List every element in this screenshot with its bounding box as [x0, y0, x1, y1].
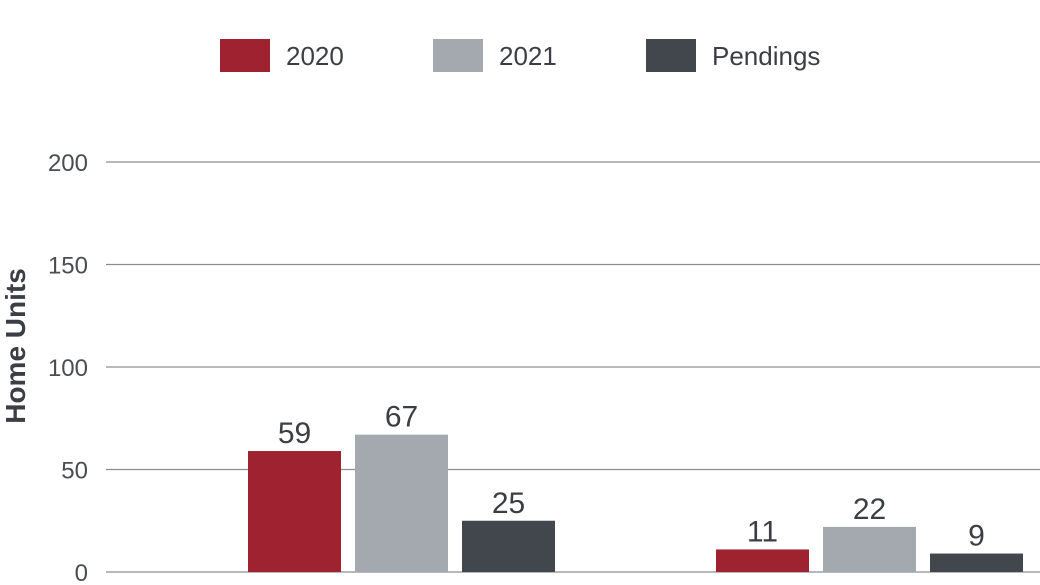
data-label: 59: [278, 417, 311, 450]
legend-label: Pendings: [712, 41, 820, 71]
legend-label: 2020: [286, 41, 344, 71]
y-tick-label: 200: [48, 150, 88, 177]
bar: [823, 526, 916, 572]
data-label: 22: [853, 493, 886, 526]
data-label: 67: [385, 401, 418, 434]
legend-label: 2021: [499, 41, 557, 71]
y-axis-ticks: 0 50 100 150 200: [48, 150, 88, 585]
y-tick-label: 100: [48, 355, 88, 382]
y-axis-title: Home Units: [0, 268, 31, 424]
bar: [355, 434, 448, 572]
y-tick-label: 0: [75, 560, 88, 585]
y-tick-label: 150: [48, 253, 88, 280]
y-tick-label: 50: [61, 458, 88, 485]
legend-swatch: [646, 39, 696, 72]
gridlines: [106, 161, 1040, 573]
data-label: 9: [968, 520, 985, 553]
bar: [716, 549, 809, 572]
bar: [248, 451, 341, 572]
bar: [462, 520, 555, 572]
legend-swatch: [433, 39, 483, 72]
data-label: 11: [747, 515, 778, 548]
legend-swatch: [220, 39, 270, 72]
data-label: 25: [492, 487, 525, 520]
bar: [930, 553, 1023, 572]
bars: [248, 434, 1023, 572]
legend: 2020 2021 Pendings: [220, 39, 820, 72]
data-labels: 59 67 25 11 22 9: [278, 401, 985, 553]
